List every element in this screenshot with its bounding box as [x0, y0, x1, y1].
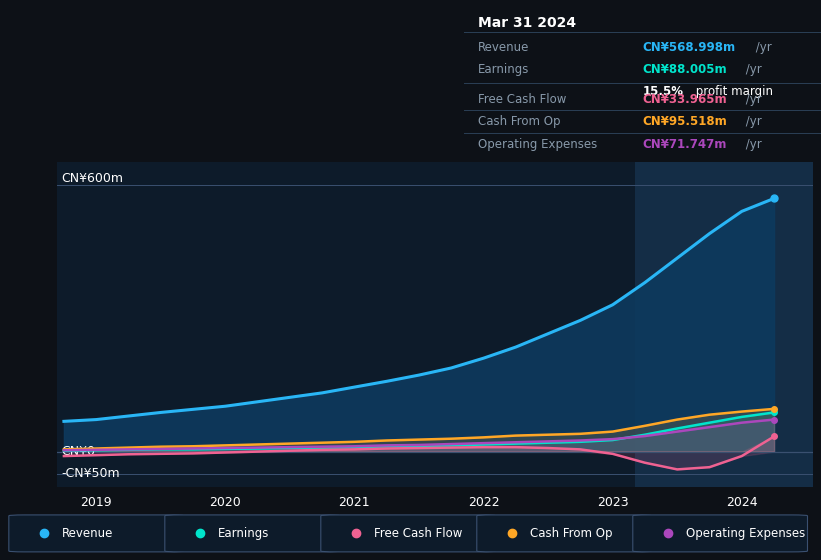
FancyBboxPatch shape [9, 515, 184, 552]
Text: Free Cash Flow: Free Cash Flow [374, 527, 462, 540]
Text: Cash From Op: Cash From Op [478, 115, 561, 128]
Text: Operating Expenses: Operating Expenses [686, 527, 805, 540]
Text: CN¥71.747m: CN¥71.747m [643, 138, 727, 151]
Text: CN¥33.965m: CN¥33.965m [643, 93, 727, 106]
FancyBboxPatch shape [321, 515, 496, 552]
Text: /yr: /yr [742, 115, 762, 128]
Text: /yr: /yr [752, 41, 773, 54]
Text: profit margin: profit margin [692, 85, 773, 97]
Text: CN¥600m: CN¥600m [62, 172, 123, 185]
Text: Earnings: Earnings [218, 527, 269, 540]
Text: CN¥88.005m: CN¥88.005m [643, 63, 727, 76]
Text: CN¥0: CN¥0 [62, 445, 95, 458]
Text: Earnings: Earnings [478, 63, 530, 76]
FancyBboxPatch shape [165, 515, 340, 552]
Text: Revenue: Revenue [62, 527, 113, 540]
Text: CN¥95.518m: CN¥95.518m [643, 115, 727, 128]
FancyBboxPatch shape [633, 515, 808, 552]
Text: /yr: /yr [742, 63, 762, 76]
Text: CN¥568.998m: CN¥568.998m [643, 41, 736, 54]
Text: /yr: /yr [742, 93, 762, 106]
Text: 15.5%: 15.5% [643, 85, 683, 97]
Text: -CN¥50m: -CN¥50m [62, 468, 120, 480]
Text: Mar 31 2024: Mar 31 2024 [478, 16, 576, 30]
Bar [635, 162, 813, 487]
Text: Revenue: Revenue [478, 41, 530, 54]
Text: /yr: /yr [742, 138, 762, 151]
Text: Free Cash Flow: Free Cash Flow [478, 93, 566, 106]
Text: Operating Expenses: Operating Expenses [478, 138, 598, 151]
Text: Cash From Op: Cash From Op [530, 527, 612, 540]
FancyBboxPatch shape [477, 515, 652, 552]
